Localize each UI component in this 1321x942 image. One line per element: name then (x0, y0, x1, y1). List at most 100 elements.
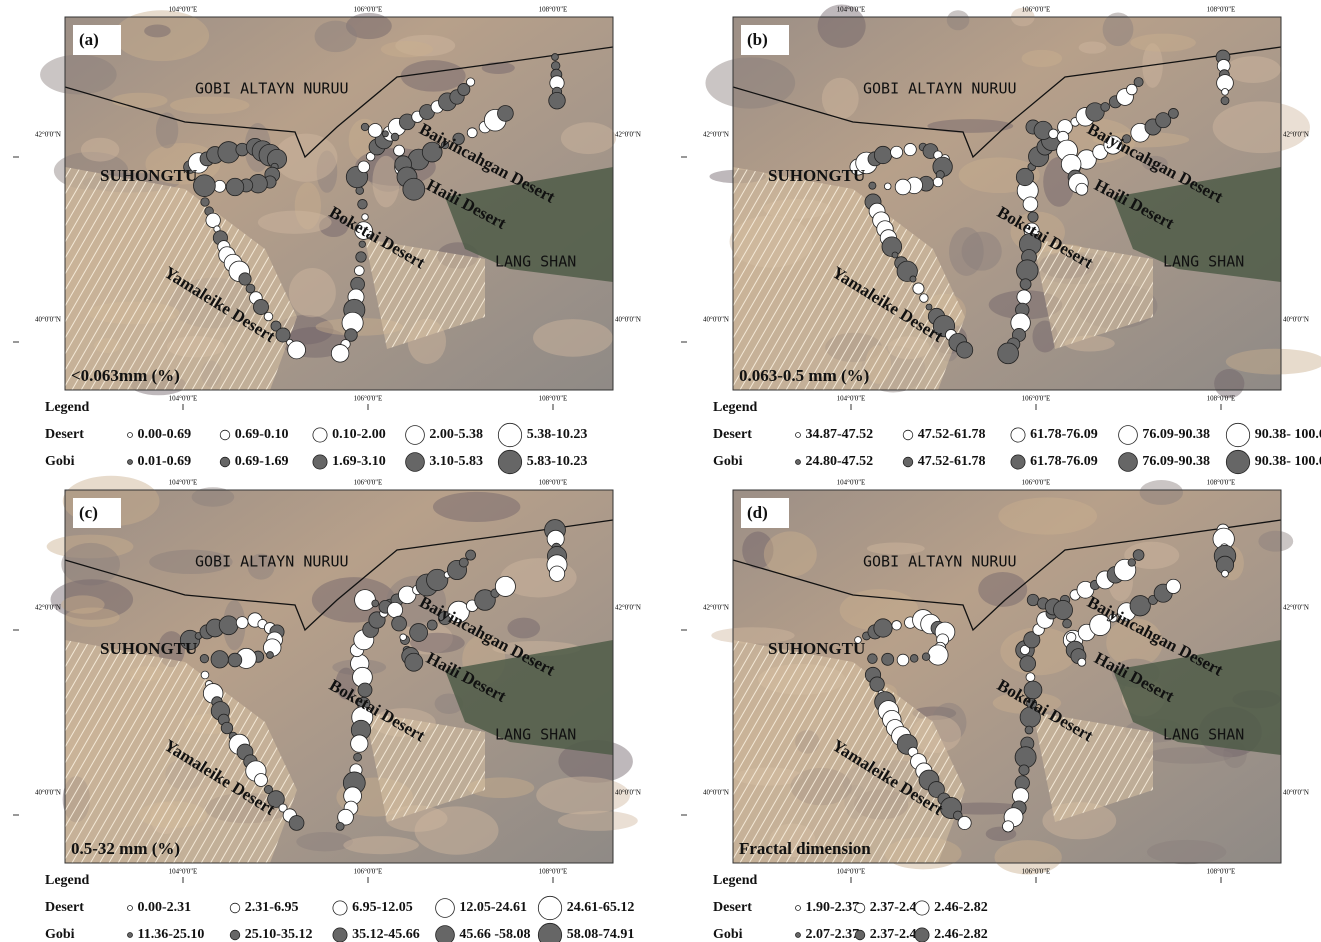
map-label: LANG SHAN (495, 726, 576, 744)
map-label: SUHONGTU (768, 639, 865, 658)
legend-symbol (313, 428, 327, 442)
legend-class-label: 5.83-10.23 (527, 454, 588, 469)
sample-site (551, 62, 560, 71)
lat-label: 40°0'0"N (1283, 316, 1309, 324)
sample-site (497, 105, 513, 121)
legend-row-label: Gobi (45, 927, 75, 942)
map-label: SUHONGTU (100, 639, 197, 658)
sample-site (882, 653, 894, 665)
sample-site (1003, 821, 1014, 832)
panel-label: (c) (79, 503, 98, 522)
lon-label: 108°0'0"E (539, 395, 568, 403)
lon-label: 106°0'0"E (1022, 6, 1051, 14)
legend-symbol (220, 430, 230, 440)
legend-symbol (796, 906, 801, 911)
sample-site (400, 634, 407, 641)
sample-site (405, 653, 423, 671)
legend-symbol (855, 903, 865, 913)
terrain (1147, 840, 1226, 864)
legend-class-label: 0.10-2.00 (332, 427, 386, 442)
terrain (947, 10, 970, 30)
legend-symbol (1011, 428, 1025, 442)
legend-symbol (128, 933, 133, 938)
panel-caption: <0.063mm (%) (71, 366, 180, 385)
lon-label: 104°0'0"E (837, 395, 866, 403)
legend-class-label: 2.31-6.95 (245, 900, 299, 915)
legend-symbol (538, 896, 561, 919)
sample-site (201, 671, 209, 679)
legend-class-label: 2.07-2.37 (806, 927, 860, 942)
sample-site (467, 128, 477, 138)
sample-site (897, 654, 909, 666)
sample-site (427, 620, 437, 630)
lon-label: 104°0'0"E (169, 6, 198, 14)
terrain (381, 41, 433, 57)
sample-site (958, 816, 971, 829)
sample-site (892, 252, 898, 258)
sample-site (1222, 88, 1229, 95)
terrain (65, 607, 119, 627)
sample-site (331, 345, 349, 363)
sample-site (355, 590, 376, 611)
panel-caption: 0.5-32 mm (%) (71, 839, 180, 858)
lon-label: 108°0'0"E (1207, 479, 1236, 487)
legend-class-label: 1.90-2.37 (806, 900, 860, 915)
legend-symbol (436, 926, 455, 942)
legend-symbol (436, 899, 455, 918)
terrain (1226, 56, 1281, 83)
sample-site (926, 304, 932, 310)
terrain (1226, 349, 1321, 375)
sample-site (228, 653, 242, 667)
terrain (61, 543, 120, 586)
legend-row-label: Desert (45, 900, 84, 915)
legend-symbol (915, 928, 929, 942)
sample-site (998, 343, 1019, 364)
sample-site (913, 283, 924, 294)
lat-label: 40°0'0"N (615, 789, 641, 797)
lon-label: 104°0'0"E (169, 395, 198, 403)
terrain (112, 93, 168, 109)
sample-site (904, 143, 916, 155)
legend-class-label: 6.95-12.05 (352, 900, 413, 915)
terrain (433, 492, 520, 522)
sample-site (255, 774, 268, 787)
legend-title: Legend (45, 873, 90, 888)
lon-label: 108°0'0"E (1207, 6, 1236, 14)
sample-site (882, 237, 902, 257)
sample-site (459, 558, 468, 567)
sample-site (1049, 129, 1058, 138)
terrain (401, 60, 466, 91)
terrain (1213, 101, 1310, 153)
legend-class-label: 12.05-24.61 (459, 900, 527, 915)
sample-site (1101, 102, 1110, 111)
sample-site (1066, 632, 1075, 641)
sample-site (1128, 559, 1136, 567)
lon-label: 106°0'0"E (1022, 479, 1051, 487)
terrain (296, 832, 353, 851)
lat-label: 40°0'0"N (1283, 789, 1309, 797)
sample-site (1026, 673, 1035, 682)
sample-site (1076, 183, 1088, 195)
sample-site (1133, 550, 1144, 561)
legend-class-label: 61.78-76.09 (1030, 427, 1098, 442)
legend-class-label: 90.38- 100.00 (1255, 427, 1321, 442)
terrain (822, 78, 859, 120)
sample-site (466, 78, 474, 86)
sample-site (910, 276, 916, 282)
legend-symbol (406, 426, 425, 445)
terrain (1103, 12, 1134, 46)
legend-row-label: Desert (713, 900, 752, 915)
lat-label: 40°0'0"N (615, 316, 641, 324)
terrain (1140, 480, 1183, 505)
legend-class-label: 2.46-2.82 (934, 900, 988, 915)
lon-label: 108°0'0"E (539, 479, 568, 487)
map-label: LANG SHAN (1163, 726, 1244, 744)
sample-site (1168, 108, 1178, 118)
sample-site (928, 645, 948, 665)
legend-class-label: 0.00-2.31 (138, 900, 192, 915)
terrain (170, 97, 249, 114)
terrain (81, 138, 119, 162)
terrain (558, 811, 638, 831)
